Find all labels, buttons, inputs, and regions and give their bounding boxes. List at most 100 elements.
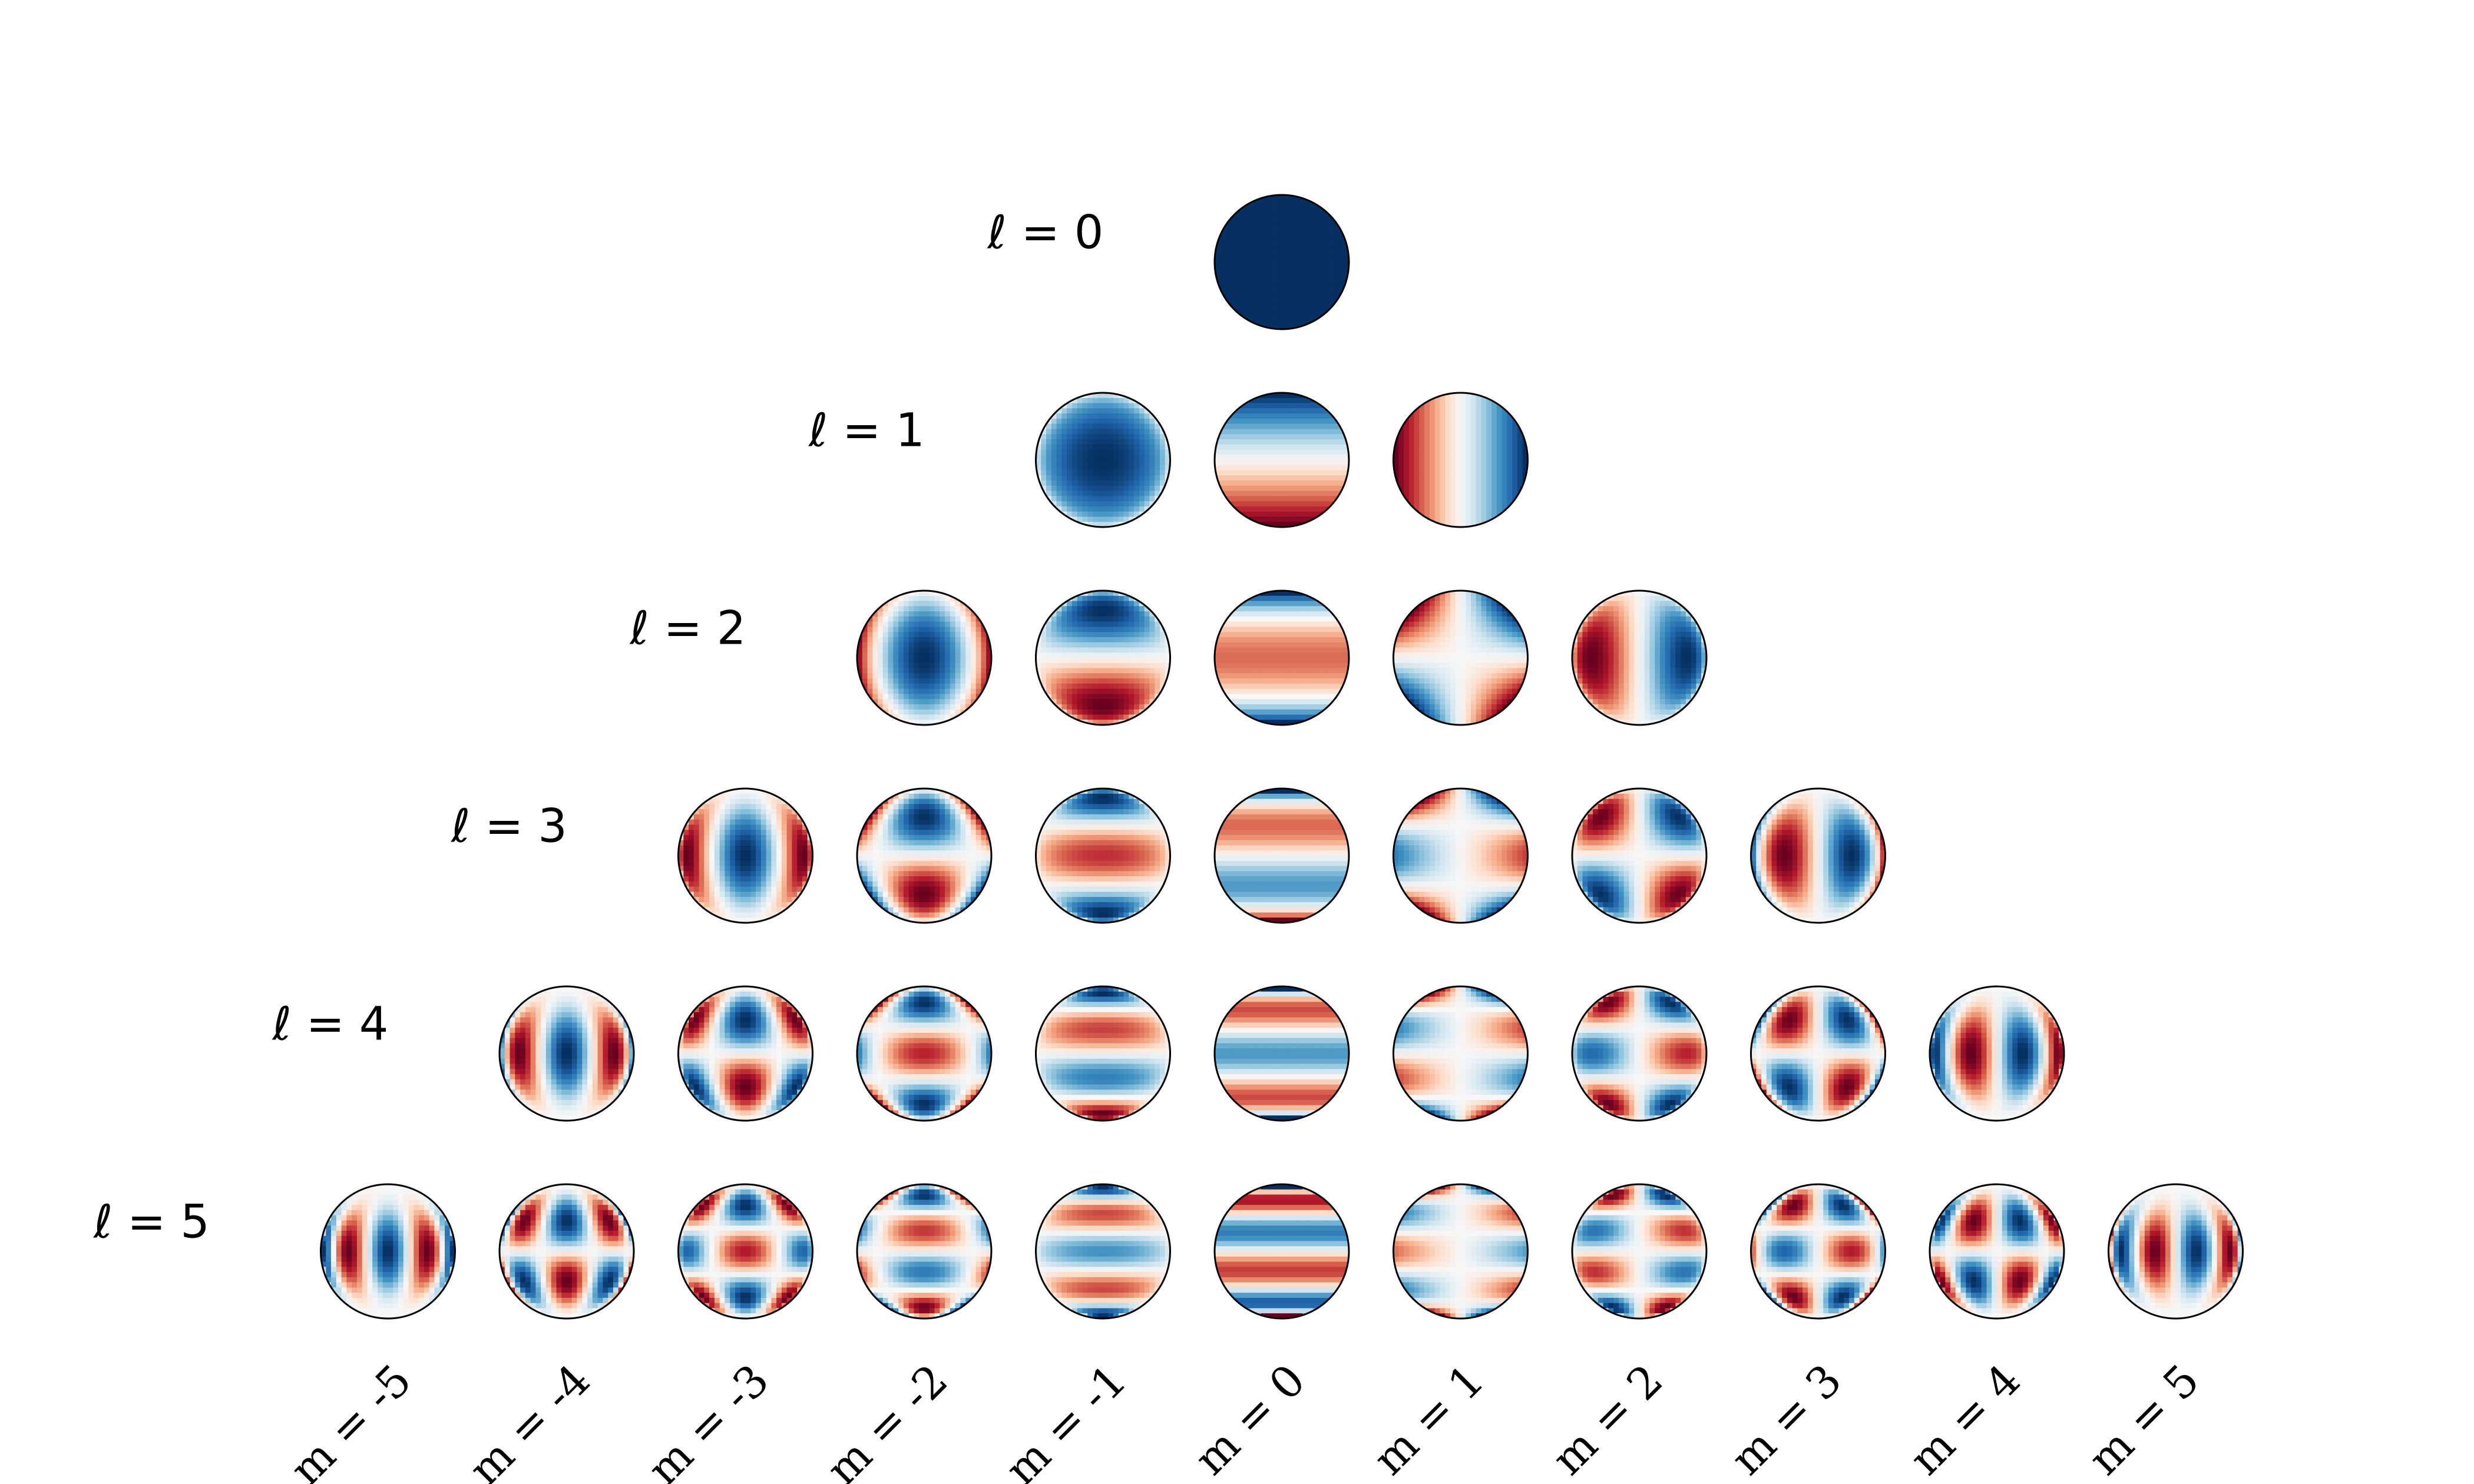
pattern-cell bbox=[1507, 470, 1513, 476]
pattern-cell bbox=[1160, 668, 1166, 674]
pattern-cell bbox=[1286, 393, 1293, 399]
pattern-cell bbox=[867, 683, 874, 690]
pattern-cell bbox=[1256, 313, 1262, 320]
pattern-cell bbox=[1501, 642, 1508, 648]
pattern-cell bbox=[919, 694, 925, 700]
pattern-cell bbox=[1056, 632, 1063, 638]
pattern-cell bbox=[1282, 491, 1288, 497]
pattern-cell bbox=[1046, 683, 1052, 690]
pattern-cell bbox=[1108, 444, 1114, 450]
pattern-cell bbox=[1466, 647, 1471, 654]
pattern-cell bbox=[1445, 611, 1451, 617]
pattern-cell bbox=[1225, 455, 1231, 461]
pattern-cell bbox=[1113, 720, 1119, 725]
pattern-cell bbox=[1486, 439, 1492, 445]
pattern-cell bbox=[1139, 647, 1145, 654]
pattern-cell bbox=[1240, 455, 1246, 461]
pattern-cell bbox=[1655, 606, 1661, 612]
pattern-cell bbox=[914, 627, 920, 632]
pattern-cell bbox=[1071, 439, 1078, 445]
pattern-cell bbox=[1266, 205, 1272, 211]
pattern-cell bbox=[1292, 444, 1298, 450]
pattern-cell bbox=[1251, 403, 1256, 409]
pattern-cell bbox=[1087, 704, 1093, 710]
pattern-cell bbox=[1165, 465, 1170, 471]
pattern-cell bbox=[1414, 658, 1420, 664]
pattern-cell bbox=[1097, 491, 1104, 497]
pattern-cell bbox=[1398, 637, 1404, 643]
pattern-cell bbox=[914, 720, 920, 725]
pattern-cell bbox=[1522, 465, 1528, 471]
pattern-cell bbox=[1113, 434, 1119, 440]
pattern-cell bbox=[1419, 662, 1425, 669]
pattern-cell bbox=[1297, 210, 1303, 216]
pattern-cell bbox=[1256, 449, 1262, 456]
pattern-cell bbox=[1675, 627, 1681, 632]
pattern-cell bbox=[1261, 652, 1267, 658]
pattern-cell bbox=[1266, 272, 1272, 279]
pattern-cell bbox=[878, 606, 884, 612]
pattern-cell bbox=[1251, 455, 1256, 461]
pattern-cell bbox=[1481, 449, 1487, 456]
pattern-cell bbox=[1618, 632, 1625, 638]
pattern-cell bbox=[1051, 481, 1057, 486]
pattern-cell bbox=[1129, 455, 1135, 461]
pattern-cell bbox=[1256, 220, 1262, 227]
pattern-cell bbox=[1261, 606, 1267, 612]
pattern-cell bbox=[1276, 449, 1282, 456]
pattern-cell bbox=[1323, 434, 1329, 440]
pattern-cell bbox=[1486, 709, 1492, 716]
pattern-cell bbox=[1582, 621, 1589, 628]
pattern-cell bbox=[903, 662, 909, 669]
pattern-cell bbox=[1312, 403, 1319, 409]
pattern-cell bbox=[1087, 522, 1093, 527]
pattern-cell bbox=[1414, 627, 1420, 632]
pattern-cell bbox=[1629, 652, 1635, 658]
pattern-cell bbox=[1139, 694, 1145, 700]
pattern-cell bbox=[1639, 611, 1645, 617]
pattern-cell bbox=[1245, 491, 1252, 497]
pattern-cell bbox=[1455, 475, 1461, 481]
pattern-cell bbox=[1307, 267, 1314, 273]
pattern-cell bbox=[1071, 398, 1078, 404]
pattern-cell bbox=[1046, 439, 1052, 445]
pattern-cell bbox=[1149, 699, 1155, 705]
pattern-cell bbox=[1082, 595, 1088, 602]
pattern-cell bbox=[1471, 611, 1477, 617]
pattern-cell bbox=[1097, 699, 1104, 705]
pattern-cell bbox=[1129, 688, 1135, 695]
pattern-cell bbox=[1466, 439, 1471, 445]
pattern-cell bbox=[950, 621, 956, 628]
pattern-cell bbox=[1323, 627, 1329, 632]
pattern-cell bbox=[1486, 699, 1492, 705]
pattern-cell bbox=[1103, 647, 1109, 654]
pattern-cell bbox=[1271, 246, 1278, 253]
pattern-cell bbox=[1240, 429, 1246, 435]
pattern-cell bbox=[862, 632, 868, 638]
pattern-cell bbox=[1134, 658, 1140, 664]
pattern-cell bbox=[955, 709, 961, 716]
pattern-cell bbox=[1261, 200, 1267, 206]
pattern-cell bbox=[1240, 231, 1246, 237]
pattern-cell bbox=[1082, 455, 1088, 461]
pattern-cell bbox=[1219, 485, 1226, 492]
pattern-cell bbox=[1266, 621, 1272, 628]
pattern-cell bbox=[1455, 662, 1461, 669]
pattern-cell bbox=[1328, 632, 1334, 638]
pattern-cell bbox=[1429, 460, 1436, 466]
pattern-cell bbox=[1408, 460, 1415, 466]
pattern-cell bbox=[893, 704, 899, 710]
pattern-cell bbox=[950, 678, 956, 684]
pattern-cell bbox=[1056, 637, 1063, 643]
pattern-cell bbox=[1103, 398, 1109, 404]
pattern-cell bbox=[1261, 455, 1267, 461]
pattern-cell bbox=[1517, 434, 1523, 440]
pattern-cell bbox=[1333, 683, 1339, 690]
pattern-cell bbox=[1307, 668, 1314, 674]
pattern-cell bbox=[908, 683, 915, 690]
pattern-cell bbox=[1440, 606, 1446, 612]
pattern-cell bbox=[1282, 216, 1288, 221]
pattern-cell bbox=[1292, 673, 1298, 679]
pattern-cell bbox=[1144, 429, 1150, 435]
pattern-cell bbox=[1240, 210, 1246, 216]
